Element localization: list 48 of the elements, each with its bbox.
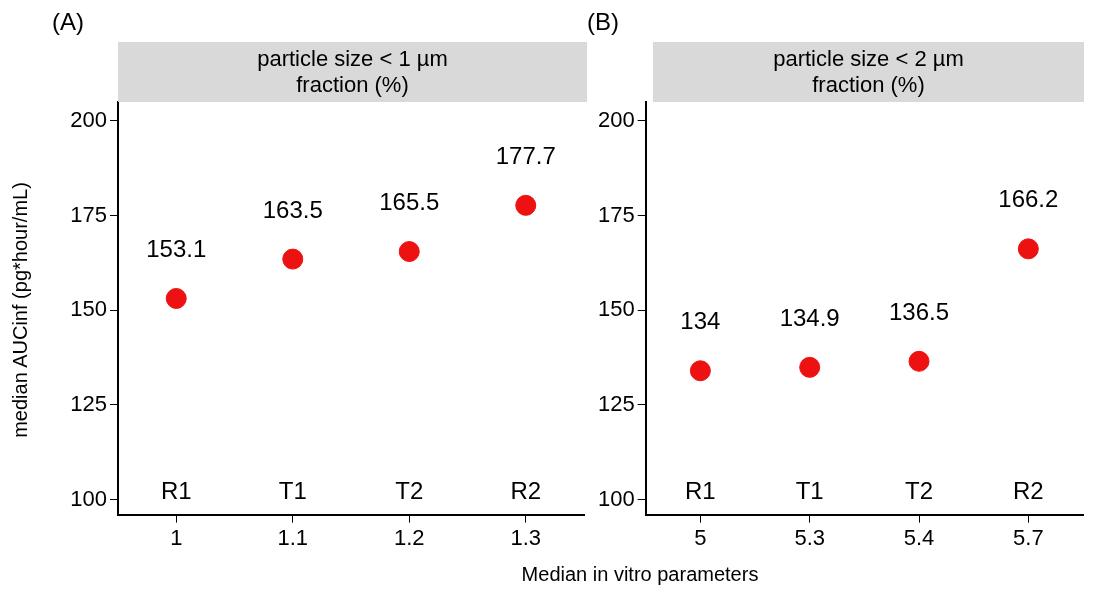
x-tick-label: 5.7 — [1013, 524, 1044, 550]
y-axis-title: median AUCinf (pg*hour/mL) — [8, 182, 32, 438]
y-tick-label: 150 — [597, 296, 635, 322]
x-tick-label: 1.2 — [393, 524, 425, 550]
text: (A) — [52, 8, 84, 36]
chart-title: particle size < 2 µm fraction (%) — [653, 42, 1084, 102]
x-tick-label: 1 — [170, 524, 183, 550]
y-tick-label: 100 — [70, 485, 107, 511]
y-tick-label: 125 — [70, 390, 107, 416]
y-tick-label: 175 — [597, 201, 635, 227]
point — [689, 360, 711, 382]
data-label: 153.1 — [146, 235, 207, 263]
data-label: 134.9 — [779, 303, 840, 331]
x-axis-title: Median in vitro parameters — [520, 563, 760, 586]
data-label: 136.5 — [888, 297, 950, 325]
x-tick-label: 1.3 — [510, 524, 542, 550]
data-label: 166.2 — [998, 185, 1059, 213]
annotation: T2 — [905, 477, 934, 505]
point — [1017, 238, 1039, 260]
chart-title: particle size < 1 µm fraction (%) — [118, 42, 587, 102]
data-label: 177.7 — [495, 141, 556, 169]
y-tick-label: 200 — [70, 106, 107, 132]
annotation: R2 — [510, 477, 542, 505]
point — [799, 356, 821, 378]
y-tick-label: 150 — [70, 296, 107, 322]
x-tick-label: 1.1 — [277, 524, 309, 550]
y-tick-label: 125 — [597, 390, 635, 416]
point — [398, 241, 420, 263]
point — [515, 194, 537, 216]
y-tick-label: 175 — [70, 201, 107, 227]
annotation: R1 — [160, 477, 192, 505]
x-tick-label: 5.4 — [903, 524, 935, 550]
annotation: T2 — [395, 477, 424, 505]
data-label: 165.5 — [379, 188, 440, 216]
data-label: 134 — [680, 307, 721, 335]
x-tick-label: 5.3 — [794, 524, 825, 550]
y-tick-label: 100 — [597, 485, 635, 511]
y-tick-label: 200 — [597, 106, 635, 132]
x-tick-label: 5 — [694, 524, 707, 550]
annotation: T1 — [795, 477, 824, 505]
annotation: R2 — [1012, 477, 1044, 505]
text: (B) — [587, 8, 619, 36]
annotation: R1 — [685, 477, 716, 505]
annotation: T1 — [278, 477, 307, 505]
point — [165, 287, 187, 309]
point — [908, 350, 930, 372]
point — [282, 248, 304, 270]
data-label: 163.5 — [262, 195, 323, 223]
